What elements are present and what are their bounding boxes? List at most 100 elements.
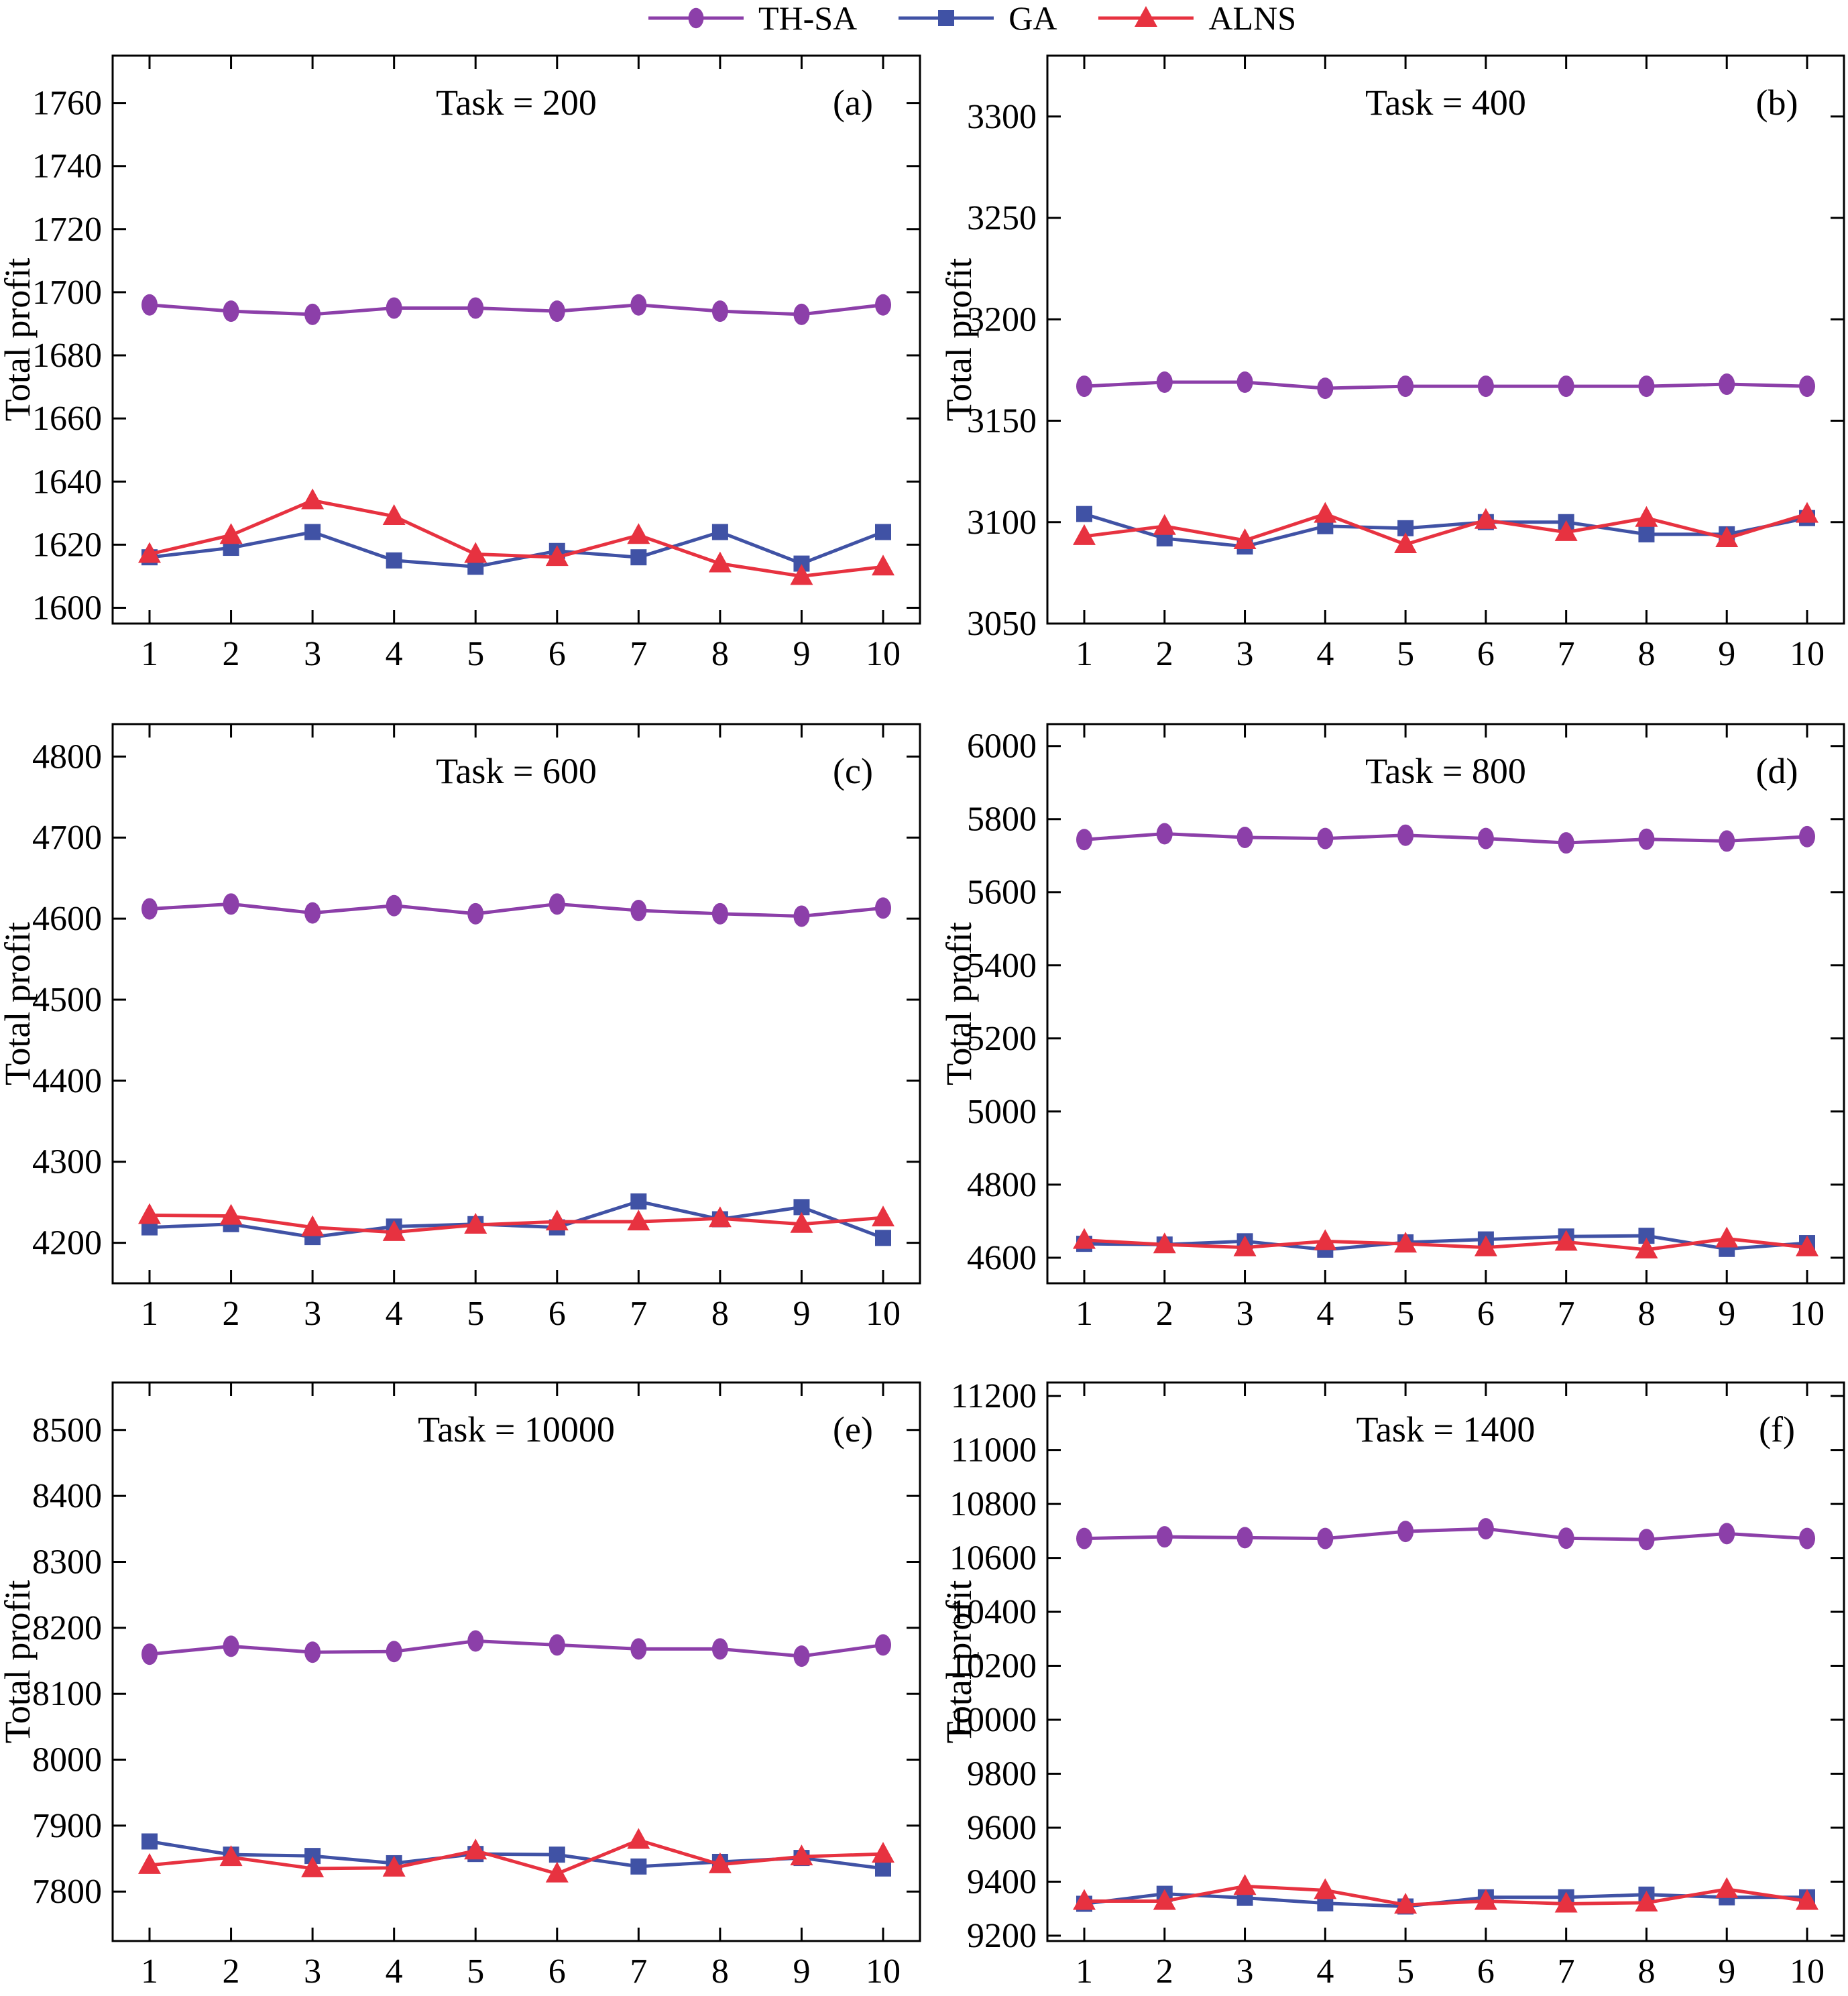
panel-f: 9200 9400 9600 9800 10000 10200 10400 10600 1080…	[939, 1377, 1845, 1991]
panel-c: 4200 4300 4400 4500 4600 4700 4800 1 2 3 4 5 6 7 8 9 10 T…	[0, 723, 921, 1333]
x-tick-label: 9	[1718, 635, 1735, 673]
y-tick-label: 11200	[951, 1377, 1037, 1415]
x-tick-label: 9	[793, 635, 810, 673]
series-TH-SA	[1076, 823, 1815, 854]
y-tick-label: 3200	[967, 300, 1037, 339]
series-TH-SA	[141, 893, 891, 927]
x-axis-ticks: 1 2 3 4 5 6 7 8 9 10	[141, 56, 901, 673]
x-tick-label: 1	[1076, 1952, 1093, 1991]
x-tick-label: 5	[467, 1295, 484, 1333]
y-tick-label: 8300	[32, 1543, 102, 1582]
y-tick-label: 3300	[967, 98, 1037, 136]
series-GA	[1076, 1885, 1815, 1915]
series-TH-SA	[141, 1630, 891, 1667]
y-tick-label: 1660	[32, 400, 102, 438]
y-tick-label: 6000	[967, 727, 1037, 766]
y-tick-label: 9800	[967, 1755, 1037, 1794]
x-tick-label: 3	[304, 1295, 321, 1333]
legend-item-th-sa: TH-SA	[646, 0, 857, 36]
x-tick-label: 1	[141, 1952, 158, 1991]
y-tick-label: 1700	[32, 274, 102, 312]
legend-label: TH-SA	[758, 0, 858, 37]
alns-line-triangle-icon	[1098, 6, 1194, 27]
x-tick-label: 9	[793, 1295, 810, 1333]
x-tick-label: 5	[467, 1952, 484, 1991]
y-axis-ticks: 1600 1620 1640 1660 1680 1700 1720 1740 1760	[32, 84, 920, 627]
x-tick-label: 9	[793, 1952, 810, 1991]
x-tick-label: 2	[223, 635, 240, 673]
y-tick-label: 10000	[949, 1701, 1037, 1739]
x-tick-label: 7	[630, 635, 647, 673]
y-tick-label: 1600	[32, 589, 102, 627]
x-tick-label: 1	[141, 1295, 158, 1333]
y-tick-label: 4600	[967, 1239, 1037, 1277]
x-tick-label: 2	[223, 1952, 240, 1991]
x-tick-label: 8	[1637, 1295, 1655, 1333]
panel-title: Task = 600	[436, 751, 597, 791]
series-ALNS	[1073, 1874, 1818, 1914]
plot-box	[111, 1381, 921, 1942]
y-tick-label: 4700	[32, 819, 102, 857]
panel-corner-label: (c)	[833, 751, 873, 791]
x-tick-label: 10	[866, 1295, 901, 1333]
y-tick-label: 3250	[967, 199, 1037, 237]
x-tick-label: 4	[1316, 635, 1334, 673]
x-axis-ticks: 1 2 3 4 5 6 7 8 9 10	[1076, 724, 1825, 1333]
x-tick-label: 8	[1637, 1952, 1655, 1991]
series-TH-SA	[141, 294, 891, 325]
y-tick-label: 5400	[967, 947, 1037, 985]
panel-title: Task = 400	[1365, 82, 1526, 123]
plot-box	[111, 54, 921, 625]
legend-item-ga: GA	[896, 0, 1057, 36]
y-tick-label: 1720	[32, 211, 102, 249]
series-ALNS	[138, 1203, 894, 1241]
x-tick-label: 5	[1397, 635, 1414, 673]
legend-item-alns: ALNS	[1096, 0, 1296, 36]
y-tick-label: 8200	[32, 1609, 102, 1647]
x-tick-label: 10	[866, 1952, 901, 1991]
legend-label: GA	[1008, 0, 1057, 37]
x-tick-label: 10	[866, 635, 901, 673]
y-tick-label: 8400	[32, 1477, 102, 1515]
y-axis-ticks: 3050 3100 3150 3200 3250 3300	[967, 98, 1844, 643]
panel-corner-label: (d)	[1756, 751, 1798, 791]
legend-label: ALNS	[1208, 0, 1297, 37]
x-tick-label: 3	[1236, 635, 1254, 673]
x-tick-label: 10	[1790, 1952, 1825, 1991]
x-tick-label: 4	[1316, 1295, 1334, 1333]
y-tick-label: 5600	[967, 874, 1037, 912]
panel-corner-label: (f)	[1759, 1409, 1795, 1450]
x-tick-label: 4	[1316, 1952, 1334, 1991]
y-tick-label: 1740	[32, 148, 102, 186]
x-tick-label: 3	[1236, 1295, 1254, 1333]
x-tick-label: 4	[386, 1952, 403, 1991]
y-tick-label: 10800	[949, 1485, 1037, 1523]
y-tick-label: 7900	[32, 1807, 102, 1845]
y-axis-title: Total profit	[0, 922, 38, 1085]
x-tick-label: 2	[223, 1295, 240, 1333]
x-tick-label: 7	[1558, 1952, 1575, 1991]
x-tick-label: 7	[630, 1295, 647, 1333]
series-TH-SA	[1076, 371, 1815, 400]
y-tick-label: 9400	[967, 1863, 1037, 1901]
panel-title: Task = 200	[436, 82, 597, 123]
x-tick-label: 5	[1397, 1952, 1414, 1991]
y-tick-label: 11000	[951, 1431, 1037, 1470]
y-tick-label: 3050	[967, 605, 1037, 643]
y-tick-label: 4600	[32, 900, 102, 938]
y-axis-ticks: 9200 9400 9600 9800 10000 10200 10400 10600 1080…	[949, 1377, 1844, 1955]
legend: TH-SA GA ALNS	[646, 0, 1296, 36]
y-axis-ticks: 4200 4300 4400 4500 4600 4700 4800	[32, 738, 920, 1263]
y-axis-title: Total profit	[0, 1580, 38, 1744]
panel-corner-label: (e)	[833, 1409, 873, 1450]
x-axis-ticks: 1 2 3 4 5 6 7 8 9 10	[1076, 56, 1825, 673]
x-tick-label: 8	[711, 635, 729, 673]
x-tick-label: 7	[630, 1952, 647, 1991]
panel-a: 1600 1620 1640 1660 1680 1700 1720 1740 1760 1 2 3 4…	[0, 54, 921, 673]
y-axis-title: Total profit	[939, 1580, 979, 1744]
y-tick-label: 4300	[32, 1143, 102, 1181]
x-tick-label: 2	[1156, 1952, 1173, 1991]
